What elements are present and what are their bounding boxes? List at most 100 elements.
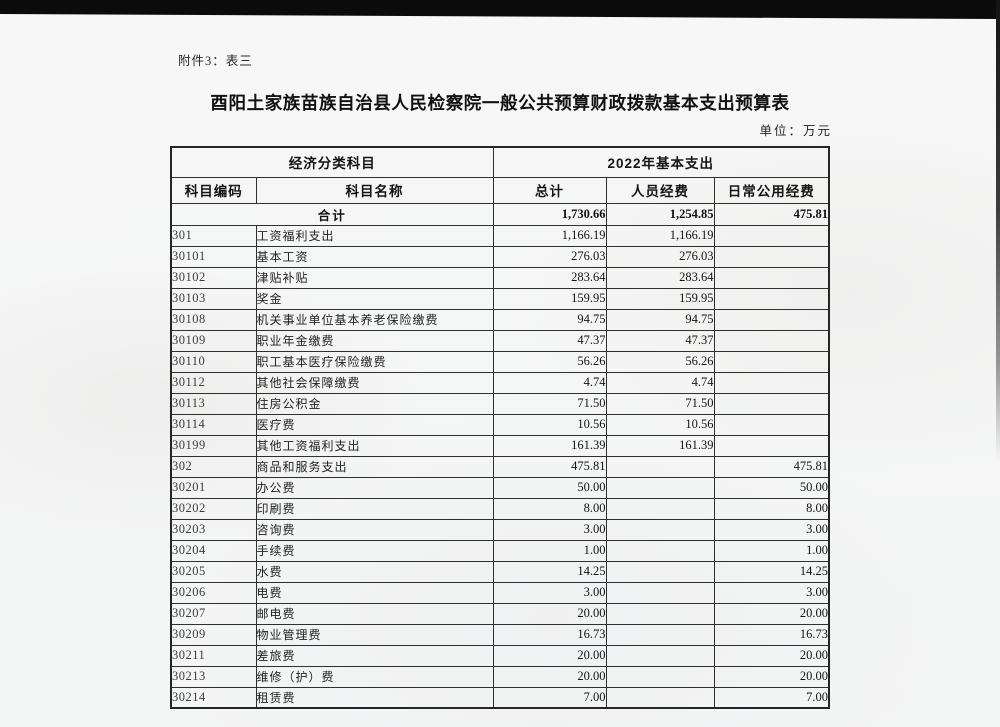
daily-value-cell: 50.00 bbox=[713, 476, 830, 499]
table-row: 30211 差旅费 20.00 20.00 bbox=[170, 644, 830, 667]
grand-total-total-cell: 1,730.66 bbox=[492, 202, 607, 226]
personnel-value-cell bbox=[605, 560, 715, 583]
table-row: 30101 基本工资 276.03 276.03 bbox=[170, 245, 830, 268]
attachment-label: 附件3：表三 bbox=[178, 54, 253, 68]
header-total: 总计 bbox=[492, 176, 607, 204]
table-header-group-row: 经济分类科目 2022年基本支出 bbox=[170, 146, 830, 178]
grand-total-daily-cell: 475.81 bbox=[713, 202, 830, 226]
subject-code-cell: 30101 bbox=[170, 245, 257, 268]
personnel-value-cell: 1,166.19 bbox=[605, 224, 715, 247]
table-row: 30102 津贴补贴 283.64 283.64 bbox=[170, 266, 830, 289]
subject-code-cell: 30108 bbox=[170, 308, 257, 331]
daily-value-cell bbox=[713, 224, 830, 247]
subject-code-cell: 30207 bbox=[170, 602, 257, 625]
total-value-cell: 20.00 bbox=[492, 665, 607, 688]
subject-code-cell: 30203 bbox=[170, 518, 257, 541]
subject-code-cell: 30214 bbox=[170, 686, 257, 709]
personnel-value-cell: 94.75 bbox=[605, 308, 715, 331]
subject-name-cell: 商品和服务支出 bbox=[255, 455, 494, 478]
subject-name-cell: 其他工资福利支出 bbox=[255, 434, 494, 457]
daily-value-cell: 8.00 bbox=[713, 497, 830, 520]
table-row: 30201 办公费 50.00 50.00 bbox=[170, 476, 830, 499]
subject-name-cell: 津贴补贴 bbox=[255, 266, 494, 289]
daily-value-cell bbox=[713, 434, 830, 457]
personnel-value-cell bbox=[605, 497, 715, 520]
personnel-value-cell: 276.03 bbox=[605, 245, 715, 268]
total-value-cell: 50.00 bbox=[492, 476, 607, 499]
subject-name-cell: 水费 bbox=[255, 560, 494, 583]
daily-value-cell: 475.81 bbox=[713, 455, 830, 478]
subject-code-cell: 30109 bbox=[170, 329, 257, 352]
table-row: 30202 印刷费 8.00 8.00 bbox=[170, 497, 830, 520]
personnel-value-cell: 159.95 bbox=[605, 287, 715, 310]
total-value-cell: 4.74 bbox=[492, 371, 607, 394]
daily-value-cell bbox=[713, 371, 830, 394]
subject-name-cell: 办公费 bbox=[255, 476, 494, 499]
scan-top-black-band bbox=[0, 0, 1000, 19]
total-value-cell: 94.75 bbox=[492, 308, 607, 331]
table-row: 30110 职工基本医疗保险缴费 56.26 56.26 bbox=[170, 350, 830, 373]
daily-value-cell bbox=[713, 392, 830, 415]
subject-name-cell: 职工基本医疗保险缴费 bbox=[255, 350, 494, 373]
table-row: 30112 其他社会保障缴费 4.74 4.74 bbox=[170, 371, 830, 394]
personnel-value-cell bbox=[605, 644, 715, 667]
subject-name-cell: 医疗费 bbox=[255, 413, 494, 436]
subject-code-cell: 30114 bbox=[170, 413, 257, 436]
personnel-value-cell: 10.56 bbox=[605, 413, 715, 436]
page-title: 酉阳土家族苗族自治县人民检察院一般公共预算财政拨款基本支出预算表 bbox=[210, 93, 790, 113]
total-value-cell: 1,166.19 bbox=[492, 224, 607, 247]
grand-total-personnel-cell: 1,254.85 bbox=[605, 202, 715, 226]
subject-code-cell: 30205 bbox=[170, 560, 257, 583]
subject-code-cell: 30201 bbox=[170, 476, 257, 499]
header-subject-code: 科目编码 bbox=[170, 176, 257, 204]
subject-name-cell: 其他社会保障缴费 bbox=[255, 371, 494, 394]
subject-name-cell: 印刷费 bbox=[255, 497, 494, 520]
table-row: 30108 机关事业单位基本养老保险缴费 94.75 94.75 bbox=[170, 308, 830, 331]
table-row: 30103 奖金 159.95 159.95 bbox=[170, 287, 830, 310]
total-value-cell: 56.26 bbox=[492, 350, 607, 373]
personnel-value-cell bbox=[605, 686, 715, 709]
table-row: 30204 手续费 1.00 1.00 bbox=[170, 539, 830, 562]
total-value-cell: 71.50 bbox=[492, 392, 607, 415]
header-economic-classification: 经济分类科目 bbox=[170, 146, 494, 178]
total-value-cell: 161.39 bbox=[492, 434, 607, 457]
daily-value-cell: 3.00 bbox=[713, 581, 830, 604]
total-value-cell: 14.25 bbox=[492, 560, 607, 583]
personnel-value-cell: 283.64 bbox=[605, 266, 715, 289]
table-row: 30109 职业年金缴费 47.37 47.37 bbox=[170, 329, 830, 352]
personnel-value-cell bbox=[605, 623, 715, 646]
subject-name-cell: 工资福利支出 bbox=[255, 224, 494, 247]
total-value-cell: 7.00 bbox=[492, 686, 607, 709]
daily-value-cell bbox=[713, 329, 830, 352]
daily-value-cell bbox=[713, 308, 830, 331]
table-row: 30199 其他工资福利支出 161.39 161.39 bbox=[170, 434, 830, 457]
total-value-cell: 20.00 bbox=[492, 602, 607, 625]
daily-value-cell: 3.00 bbox=[713, 518, 830, 541]
subject-code-cell: 30213 bbox=[170, 665, 257, 688]
daily-value-cell: 20.00 bbox=[713, 665, 830, 688]
daily-value-cell: 16.73 bbox=[713, 623, 830, 646]
personnel-value-cell: 71.50 bbox=[605, 392, 715, 415]
table-row: 301 工资福利支出 1,166.19 1,166.19 bbox=[170, 224, 830, 247]
total-value-cell: 283.64 bbox=[492, 266, 607, 289]
header-personnel-funds: 人员经费 bbox=[605, 176, 715, 204]
subject-code-cell: 302 bbox=[170, 455, 257, 478]
subject-code-cell: 301 bbox=[170, 224, 257, 247]
personnel-value-cell bbox=[605, 539, 715, 562]
total-value-cell: 10.56 bbox=[492, 413, 607, 436]
total-value-cell: 475.81 bbox=[492, 455, 607, 478]
scan-right-edge-shadow bbox=[996, 0, 1000, 460]
daily-value-cell bbox=[713, 287, 830, 310]
daily-value-cell bbox=[713, 350, 830, 373]
subject-name-cell: 电费 bbox=[255, 581, 494, 604]
subject-code-cell: 30202 bbox=[170, 497, 257, 520]
total-value-cell: 3.00 bbox=[492, 581, 607, 604]
daily-value-cell bbox=[713, 245, 830, 268]
daily-value-cell: 20.00 bbox=[713, 602, 830, 625]
table-row: 30205 水费 14.25 14.25 bbox=[170, 560, 830, 583]
subject-name-cell: 机关事业单位基本养老保险缴费 bbox=[255, 308, 494, 331]
table-row: 30113 住房公积金 71.50 71.50 bbox=[170, 392, 830, 415]
table-row: 30203 咨询费 3.00 3.00 bbox=[170, 518, 830, 541]
subject-code-cell: 30204 bbox=[170, 539, 257, 562]
personnel-value-cell: 47.37 bbox=[605, 329, 715, 352]
